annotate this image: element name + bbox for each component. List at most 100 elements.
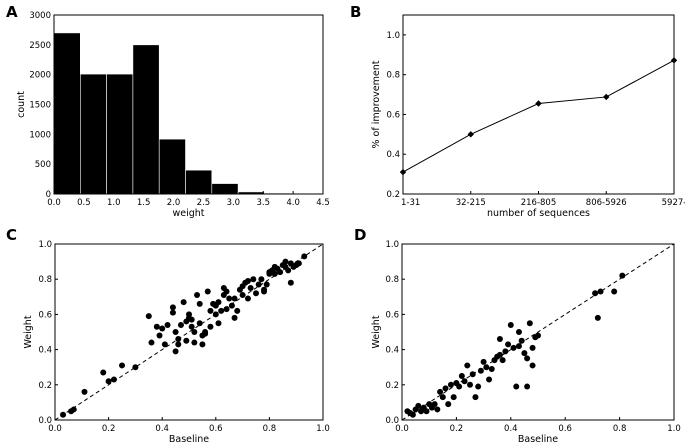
scatter-point <box>502 348 509 355</box>
scatter-point <box>597 288 604 295</box>
x-tick-label-c: 1.0 <box>316 424 330 434</box>
scatter-point <box>180 299 187 306</box>
x-axis-label-a: weight <box>172 208 204 219</box>
scatter-point <box>247 285 254 291</box>
scatter-point <box>175 336 182 343</box>
scatter-point <box>475 383 482 390</box>
x-tick-label-c: 0.0 <box>48 424 62 434</box>
scatter-point <box>226 295 233 302</box>
scatter-point <box>409 411 416 418</box>
scatter-point <box>423 408 430 415</box>
y-tick-label-c: 0.2 <box>38 381 52 391</box>
scatter-point <box>486 376 493 383</box>
scatter-point <box>156 332 163 339</box>
y-tick-label-a: 1500 <box>29 101 51 111</box>
scatter-point <box>445 401 452 408</box>
scatter-point <box>223 288 230 295</box>
scatter-point <box>611 288 618 295</box>
scatter-point <box>434 406 441 413</box>
scatter-point <box>456 383 463 390</box>
panel-label-b: B <box>350 3 361 21</box>
x-tick-label-c: 0.2 <box>102 424 116 434</box>
x-tick-label-a: 2.5 <box>197 198 211 208</box>
scatter-point <box>496 351 503 358</box>
y-axis-label-c: Weight <box>23 315 34 348</box>
y-tick-label-a: 3000 <box>29 11 51 21</box>
scatter-point <box>215 320 222 327</box>
panel-b: B 1-31 32-215 216-805 806-5926 5927- 0.2 0.4 0.… <box>350 3 685 219</box>
x-tick-label-d: 0.8 <box>613 424 627 434</box>
panel-label-a: A <box>6 3 18 21</box>
scatter-point <box>100 369 107 376</box>
x-tick-label-c: 0.6 <box>209 424 223 434</box>
scatter-point <box>415 402 422 409</box>
scatter-point <box>461 378 468 385</box>
data-point-marker <box>535 100 542 107</box>
y-tick-label-c: 0.0 <box>38 416 52 426</box>
scatter-point <box>196 300 203 307</box>
scatter-point <box>119 362 125 369</box>
scatter-point <box>196 320 203 327</box>
scatter-point <box>261 288 268 295</box>
scatter-point <box>169 304 176 311</box>
scatter-point <box>250 276 257 283</box>
x-tick-label-b: 5927- <box>662 198 685 208</box>
axes-b: 1-31 32-215 216-805 806-5926 5927- 0.2 0.4 0.6 0… <box>386 31 685 208</box>
x-tick-label-a: 3.5 <box>256 198 270 208</box>
histogram-bar <box>132 44 160 195</box>
scatter-point <box>513 383 520 390</box>
scatter-point <box>212 311 219 318</box>
scatter-point <box>505 341 512 348</box>
histogram-bar <box>53 32 81 195</box>
scatter-point <box>159 325 166 332</box>
scatter-point <box>177 321 184 328</box>
scatter-point <box>472 394 479 401</box>
scatter-point <box>258 276 265 283</box>
scatter-point <box>191 339 198 346</box>
scatter-point <box>496 336 503 343</box>
y-tick-label-b: 1.0 <box>386 31 400 41</box>
scatter-point <box>175 341 182 348</box>
diagonal-reference-line <box>54 243 324 421</box>
x-tick-label-c: 0.8 <box>263 424 277 434</box>
series-line <box>399 57 678 176</box>
scatter-point <box>510 344 517 351</box>
panel-label-c: C <box>6 226 17 244</box>
scatter-point <box>499 357 506 364</box>
y-axis-label-d: Weight <box>371 315 382 348</box>
scatter-point <box>172 348 179 355</box>
scatter-point <box>218 307 225 314</box>
scatter-point <box>132 364 139 371</box>
scatter-point <box>301 253 308 260</box>
y-tick-label-c: 1.0 <box>38 240 52 250</box>
x-tick-label-c: 0.4 <box>155 424 169 434</box>
scatter-point <box>148 339 155 346</box>
scatter-point <box>183 337 190 344</box>
y-tick-label-a: 1000 <box>29 130 51 140</box>
scatter-point <box>524 355 531 362</box>
axes-d: 0.0 0.2 0.4 0.6 0.8 1.0 0.0 0.2 0.4 0.6 0.8 1.0 <box>385 240 680 434</box>
scatter-point <box>271 270 278 277</box>
scatter-point <box>535 332 541 339</box>
scatter-point <box>282 258 289 265</box>
y-tick-label-b: 0.2 <box>386 190 400 200</box>
scatter-point <box>244 295 251 302</box>
x-tick-label-a: 4.5 <box>316 198 330 208</box>
scatter-point <box>480 358 487 365</box>
y-tick-label-d: 0.2 <box>385 381 399 391</box>
scatter-point <box>234 307 241 314</box>
x-axis-label-c: Baseline <box>169 434 209 444</box>
histogram-bar <box>80 73 107 195</box>
data-point-marker <box>467 131 474 138</box>
scatter-point <box>518 337 525 344</box>
scatter-point <box>277 269 284 276</box>
x-tick-label-d: 0.6 <box>558 424 572 434</box>
scatter-point <box>524 383 531 390</box>
histogram-bars <box>53 32 318 195</box>
x-tick-label-d: 0.2 <box>450 424 464 434</box>
y-tick-label-b: 0.6 <box>386 110 400 120</box>
scatter-point <box>231 314 238 321</box>
scatter-point <box>507 321 514 328</box>
scatter-point <box>231 295 238 302</box>
scatter-point <box>529 344 536 351</box>
